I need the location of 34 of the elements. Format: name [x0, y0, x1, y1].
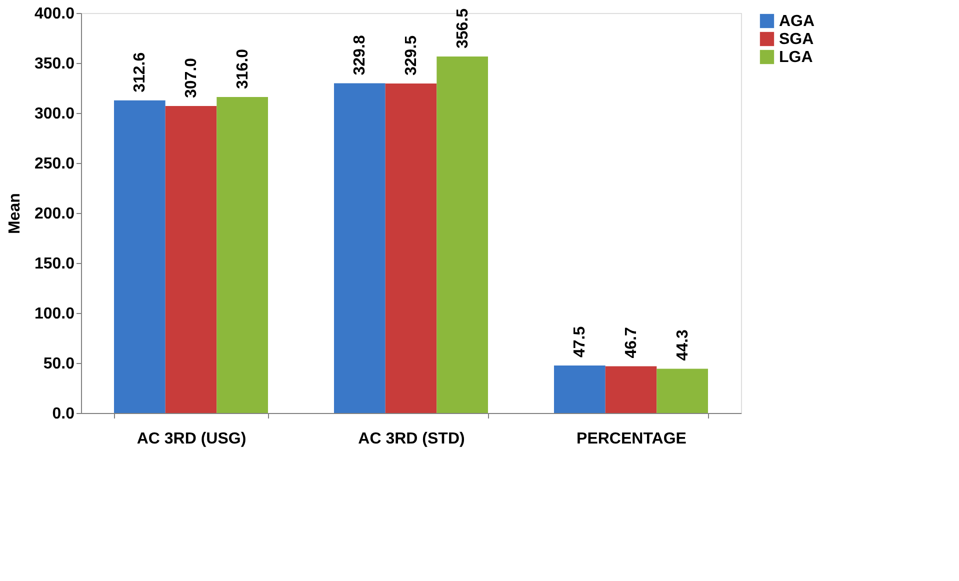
bar [216, 97, 268, 413]
y-tick-label: 300.0 [34, 106, 75, 122]
y-tick-label: 350.0 [34, 56, 75, 72]
y-axis-title: Mean [6, 193, 24, 234]
x-tick-label: AC 3RD (STD) [358, 430, 465, 448]
data-label: 356.5 [454, 8, 472, 48]
data-label: 312.6 [132, 52, 149, 92]
y-tick-label: 250.0 [34, 156, 75, 172]
y-tick-label: 150.0 [34, 256, 75, 272]
data-label: 316.0 [234, 48, 252, 89]
data-label: 46.7 [623, 327, 640, 358]
data-label: 47.5 [572, 326, 589, 358]
data-label: 44.3 [674, 329, 692, 361]
x-tick-label: PERCENTAGE [576, 430, 687, 448]
y-tick-label: 400.0 [34, 6, 75, 22]
bar [554, 366, 606, 413]
bar [436, 56, 488, 413]
x-tick-label: AC 3RD (USG) [136, 430, 246, 448]
legend-label: SGA [779, 31, 814, 48]
y-tick-label: 0.0 [52, 406, 75, 422]
y-tick-label: 100.0 [34, 306, 75, 322]
legend-label: LGA [779, 49, 814, 66]
legend-label: AGA [779, 13, 815, 30]
y-tick-label: 200.0 [34, 206, 75, 222]
bar [165, 106, 217, 413]
bar [385, 84, 437, 413]
bar [114, 100, 166, 413]
bar [656, 368, 708, 413]
data-label: 329.8 [352, 35, 369, 76]
data-label: 307.0 [183, 58, 200, 98]
bar [605, 366, 657, 413]
y-tick-label: 50.0 [43, 356, 75, 372]
bar [334, 83, 386, 413]
data-label: 329.5 [403, 35, 420, 76]
